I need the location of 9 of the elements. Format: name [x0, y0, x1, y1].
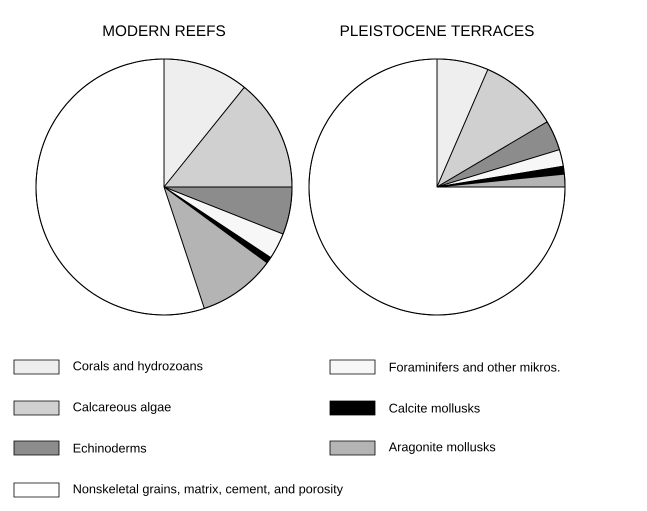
legend-label: Foraminifers and other mikros. [390, 362, 560, 372]
legend-label: Aragonite mollusks [388, 442, 496, 454]
legend-label: Nonskeletal grains, matrix, cement, and porosity [74, 484, 343, 496]
legend-label: Echinoderms [74, 443, 146, 453]
slice-label: PLEISTOCENE TERRACES [340, 25, 534, 36]
legend-label: Calcite mollusks [389, 403, 480, 413]
slice-label: MODERN REEFS [103, 25, 226, 36]
legend-label: Corals and hydrozoans [73, 361, 202, 373]
legend-label: Calcareous algae [73, 402, 171, 414]
